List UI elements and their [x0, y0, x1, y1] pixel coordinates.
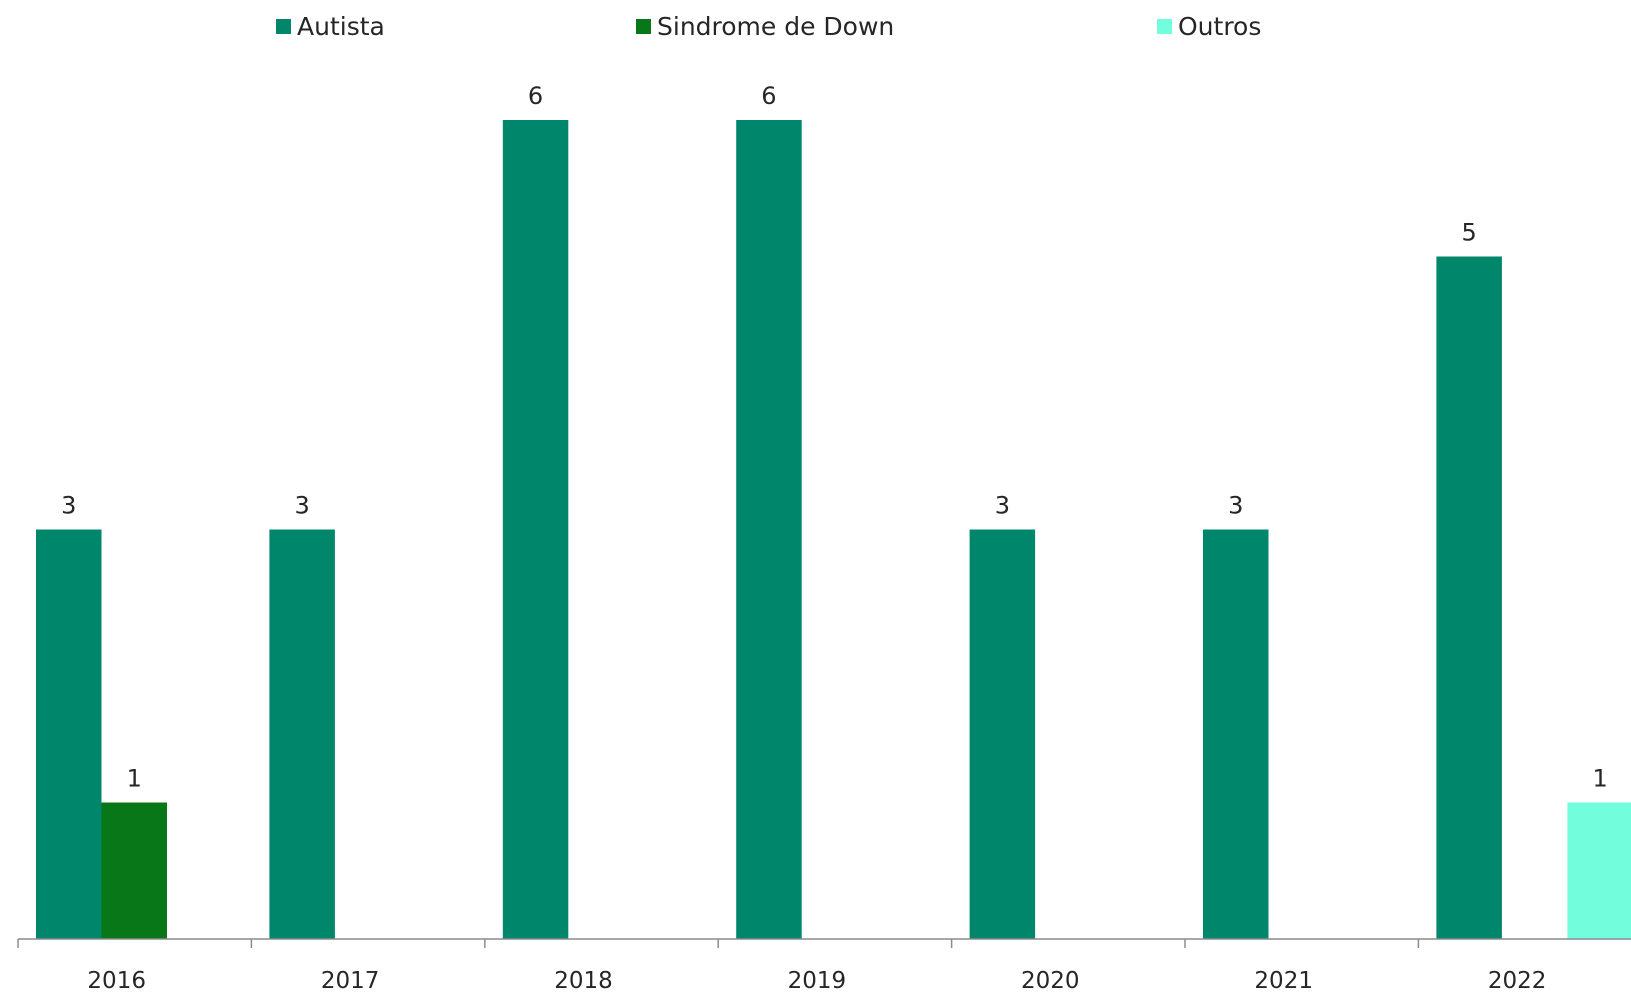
- bar: [1567, 802, 1631, 939]
- legend-item: Outros: [1157, 12, 1261, 41]
- legend-label: Outros: [1178, 12, 1261, 41]
- bar: [1203, 529, 1269, 939]
- data-label: 6: [761, 82, 776, 110]
- x-tick-label: 2017: [321, 968, 380, 992]
- data-label: 1: [1593, 765, 1608, 793]
- data-labels: 3 1 3 6 6 3 3 5 1: [61, 82, 1608, 793]
- x-tick-label: 2018: [554, 968, 613, 992]
- bar: [736, 120, 802, 939]
- bar: [101, 802, 167, 939]
- data-label: 3: [61, 492, 76, 520]
- x-tick-label: 2019: [788, 968, 847, 992]
- legend: Autista Sindrome de Down Outros: [276, 12, 1261, 41]
- bar: [502, 120, 569, 939]
- legend-swatch: [636, 19, 651, 34]
- x-tick-label: 2021: [1254, 968, 1313, 992]
- legend-swatch: [276, 19, 291, 34]
- bar: [269, 529, 335, 939]
- bar: [969, 529, 1036, 939]
- x-axis: 2016 2017 2018 2019 2020 2021 2022: [17, 938, 1631, 994]
- data-label: 3: [295, 492, 310, 520]
- x-tick-label: 2016: [87, 968, 146, 992]
- bars: [36, 120, 1631, 939]
- data-label: 1: [127, 765, 142, 793]
- legend-item: Sindrome de Down: [636, 12, 894, 41]
- legend-item: Autista: [276, 12, 385, 41]
- data-label: 3: [1228, 492, 1243, 520]
- legend-swatch: [1157, 19, 1172, 34]
- bar: [1436, 256, 1502, 939]
- data-label: 6: [528, 82, 543, 110]
- legend-label: Sindrome de Down: [657, 12, 894, 41]
- legend-label: Autista: [297, 12, 385, 41]
- bar: [36, 529, 102, 939]
- data-label: 5: [1462, 219, 1477, 247]
- data-label: 3: [995, 492, 1010, 520]
- x-tick-label: 2020: [1021, 968, 1080, 992]
- x-tick-label: 2022: [1488, 968, 1547, 992]
